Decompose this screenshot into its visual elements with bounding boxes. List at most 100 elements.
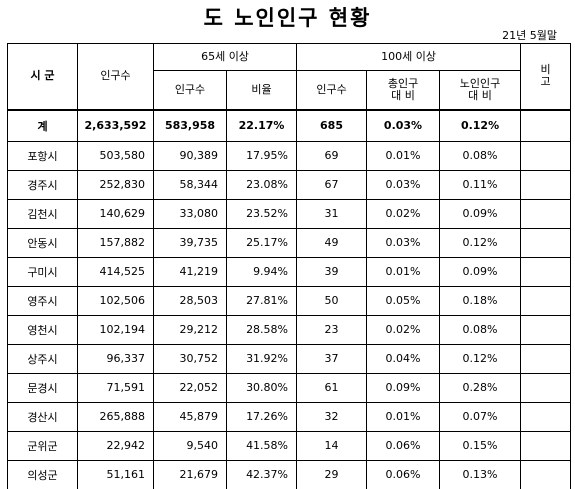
over65-ratio-cell: 9.94% xyxy=(225,256,298,287)
over65-ratio-cell: 30.80% xyxy=(225,372,298,403)
page-title: 도 노인인구 현황 xyxy=(203,6,372,30)
over100-pop-cell: 67 xyxy=(296,169,368,200)
over100-total-ratio-cell: 0.02% xyxy=(366,314,441,345)
population-cell: 414,525 xyxy=(77,256,154,287)
population-cell: 265,888 xyxy=(77,401,154,432)
remarks-cell xyxy=(520,459,572,489)
date-label: 21년 5월말 xyxy=(502,29,557,42)
table-row: 영천시 102,194 29,212 28.58% 23 0.02% 0.08% xyxy=(7,314,572,345)
header-city: 시 군 xyxy=(7,43,78,110)
header-remarks-label: 비고 xyxy=(540,63,551,89)
header-over100: 100세 이상 xyxy=(296,43,522,71)
population-cell: 102,194 xyxy=(77,314,154,345)
city-name: 김천시 xyxy=(7,198,78,229)
city-name: 경주시 xyxy=(7,169,78,200)
over100-elder-ratio-cell: 0.15% xyxy=(439,430,522,461)
over100-elder-ratio-cell: 0.09% xyxy=(439,256,522,287)
over65-ratio-cell: 17.95% xyxy=(225,140,298,171)
header-over100-total-ratio-line1: 총인구 xyxy=(387,76,419,90)
total-over100-pop: 685 xyxy=(296,108,368,142)
over100-pop-cell: 69 xyxy=(296,140,368,171)
over65-pop-cell: 58,344 xyxy=(153,169,227,200)
remarks-cell xyxy=(520,401,572,432)
table-row: 상주시 96,337 30,752 31.92% 37 0.04% 0.12% xyxy=(7,343,572,374)
over100-total-ratio-cell: 0.01% xyxy=(366,401,441,432)
remarks-cell xyxy=(520,227,572,258)
city-name: 영주시 xyxy=(7,285,78,316)
remarks-cell xyxy=(520,430,572,461)
over100-elder-ratio-cell: 0.13% xyxy=(439,459,522,489)
over65-pop-cell: 45,879 xyxy=(153,401,227,432)
header-over100-elder-ratio-line2: 대 비 xyxy=(468,88,492,102)
over100-elder-ratio-cell: 0.12% xyxy=(439,343,522,374)
remarks-cell xyxy=(520,169,572,200)
total-over65-ratio: 22.17% xyxy=(225,108,298,142)
over100-total-ratio-cell: 0.06% xyxy=(366,459,441,489)
city-name: 영천시 xyxy=(7,314,78,345)
population-cell: 157,882 xyxy=(77,227,154,258)
over65-pop-cell: 39,735 xyxy=(153,227,227,258)
over65-pop-cell: 9,540 xyxy=(153,430,227,461)
total-row: 계 2,633,592 583,958 22.17% 685 0.03% 0.1… xyxy=(7,108,572,142)
over100-elder-ratio-cell: 0.09% xyxy=(439,198,522,229)
city-name: 의성군 xyxy=(7,459,78,489)
city-name: 포항시 xyxy=(7,140,78,171)
total-label: 계 xyxy=(7,108,78,142)
total-population: 2,633,592 xyxy=(77,108,154,142)
over100-pop-cell: 31 xyxy=(296,198,368,229)
over65-pop-cell: 33,080 xyxy=(153,198,227,229)
population-cell: 140,629 xyxy=(77,198,154,229)
remarks-cell xyxy=(520,140,572,171)
over100-total-ratio-cell: 0.01% xyxy=(366,256,441,287)
header-over100-elder-ratio: 노인인구 대 비 xyxy=(439,70,522,110)
over65-pop-cell: 30,752 xyxy=(153,343,227,374)
over65-ratio-cell: 27.81% xyxy=(225,285,298,316)
table-row: 경산시 265,888 45,879 17.26% 32 0.01% 0.07% xyxy=(7,401,572,432)
over65-pop-cell: 21,679 xyxy=(153,459,227,489)
over65-ratio-cell: 25.17% xyxy=(225,227,298,258)
population-cell: 252,830 xyxy=(77,169,154,200)
over100-total-ratio-cell: 0.09% xyxy=(366,372,441,403)
over100-pop-cell: 29 xyxy=(296,459,368,489)
over100-pop-cell: 37 xyxy=(296,343,368,374)
table-row: 군위군 22,942 9,540 41.58% 14 0.06% 0.15% xyxy=(7,430,572,461)
over100-elder-ratio-cell: 0.28% xyxy=(439,372,522,403)
over100-pop-cell: 14 xyxy=(296,430,368,461)
over65-ratio-cell: 42.37% xyxy=(225,459,298,489)
header-over65: 65세 이상 xyxy=(152,43,298,71)
over65-pop-cell: 22,052 xyxy=(153,372,227,403)
city-name: 군위군 xyxy=(7,430,78,461)
population-cell: 51,161 xyxy=(77,459,154,489)
population-cell: 503,580 xyxy=(77,140,154,171)
over65-ratio-cell: 17.26% xyxy=(225,401,298,432)
header-population: 인구수 xyxy=(77,43,154,110)
city-name: 경산시 xyxy=(7,401,78,432)
table-row: 포항시 503,580 90,389 17.95% 69 0.01% 0.08% xyxy=(7,140,572,171)
remarks-cell xyxy=(520,285,572,316)
remarks-cell xyxy=(520,256,572,287)
over100-total-ratio-cell: 0.01% xyxy=(366,140,441,171)
table-row: 안동시 157,882 39,735 25.17% 49 0.03% 0.12% xyxy=(7,227,572,258)
table-row: 영주시 102,506 28,503 27.81% 50 0.05% 0.18% xyxy=(7,285,572,316)
population-cell: 71,591 xyxy=(77,372,154,403)
over100-elder-ratio-cell: 0.12% xyxy=(439,227,522,258)
over100-elder-ratio-cell: 0.18% xyxy=(439,285,522,316)
table-row: 구미시 414,525 41,219 9.94% 39 0.01% 0.09% xyxy=(7,256,572,287)
header-over100-pop: 인구수 xyxy=(296,70,368,110)
over65-pop-cell: 29,212 xyxy=(153,314,227,345)
table-row: 경주시 252,830 58,344 23.08% 67 0.03% 0.11% xyxy=(7,169,572,200)
over100-total-ratio-cell: 0.03% xyxy=(366,227,441,258)
over100-pop-cell: 39 xyxy=(296,256,368,287)
population-cell: 102,506 xyxy=(77,285,154,316)
over65-ratio-cell: 31.92% xyxy=(225,343,298,374)
total-remarks xyxy=(520,108,572,142)
over100-elder-ratio-cell: 0.11% xyxy=(439,169,522,200)
over65-ratio-cell: 23.08% xyxy=(225,169,298,200)
over100-pop-cell: 23 xyxy=(296,314,368,345)
city-name: 안동시 xyxy=(7,227,78,258)
header-over100-elder-ratio-line1: 노인인구 xyxy=(459,76,501,90)
over100-total-ratio-cell: 0.05% xyxy=(366,285,441,316)
over100-pop-cell: 49 xyxy=(296,227,368,258)
over100-elder-ratio-cell: 0.07% xyxy=(439,401,522,432)
over100-elder-ratio-cell: 0.08% xyxy=(439,314,522,345)
